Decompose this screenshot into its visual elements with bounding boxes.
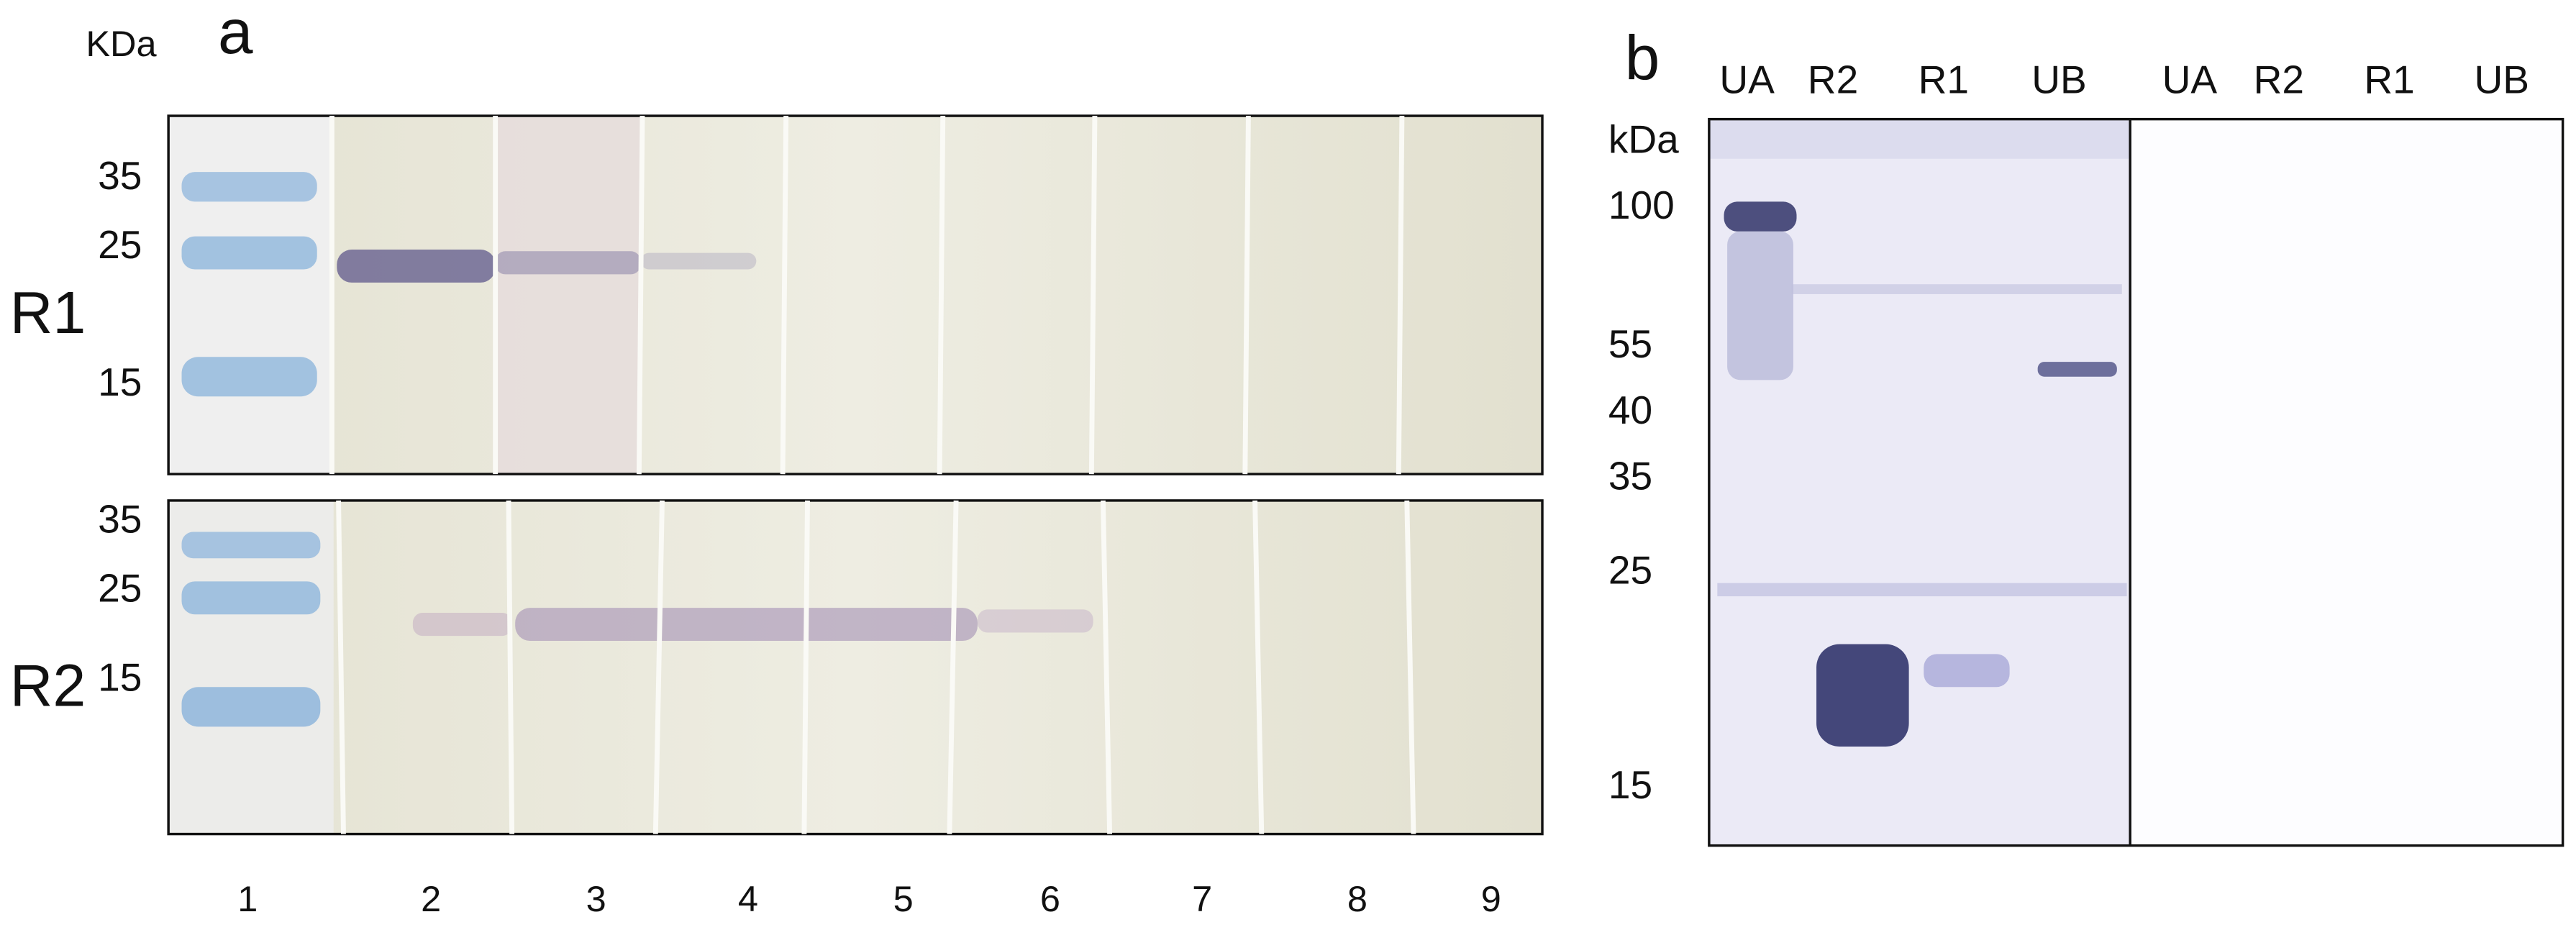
marker-label: 25 xyxy=(98,566,142,611)
marker-label: 25 xyxy=(1608,547,1652,592)
marker-label: 15 xyxy=(98,360,142,404)
lane-label: R2 xyxy=(2254,58,2304,102)
lane-number: 6 xyxy=(1040,878,1060,919)
unit-label: KDa xyxy=(86,23,157,64)
marker-label: 100 xyxy=(1608,183,1675,227)
blot-label: R2 xyxy=(10,652,86,719)
panel-label: a xyxy=(218,0,253,67)
panel-label: b xyxy=(1625,24,1660,94)
lane-number: 1 xyxy=(237,878,258,919)
unit-label: kDa xyxy=(1608,117,1679,161)
lane-dividers xyxy=(329,116,1416,834)
lane-number: 7 xyxy=(1192,878,1212,919)
lane-number: 4 xyxy=(738,878,758,919)
lane-label: R1 xyxy=(2364,58,2414,102)
blot-r1 xyxy=(167,114,1544,475)
lane-label: UB xyxy=(2031,58,2087,102)
marker-label: 40 xyxy=(1608,388,1652,432)
lane-number: 2 xyxy=(421,878,441,919)
lane-label: R2 xyxy=(1808,58,1858,102)
lane-label: UA xyxy=(1719,58,1775,102)
lane-number: 9 xyxy=(1481,878,1501,919)
lane-number: 5 xyxy=(893,878,914,919)
lane-number: 3 xyxy=(586,878,606,919)
lane-number: 8 xyxy=(1347,878,1367,919)
blot-label: R1 xyxy=(10,279,86,346)
lane-label: UB xyxy=(2474,58,2529,102)
blot-r2 xyxy=(167,499,1544,836)
marker-label: 35 xyxy=(98,153,142,198)
lane-label: R1 xyxy=(1919,58,1969,102)
marker-label: 15 xyxy=(98,655,142,700)
marker-label: 35 xyxy=(98,496,142,541)
marker-label: 25 xyxy=(98,222,142,267)
blot-b xyxy=(1708,117,2564,847)
lane-label: UA xyxy=(2162,58,2218,102)
marker-label: 15 xyxy=(1608,762,1652,807)
marker-label: 35 xyxy=(1608,454,1652,498)
marker-label: 55 xyxy=(1608,321,1652,366)
